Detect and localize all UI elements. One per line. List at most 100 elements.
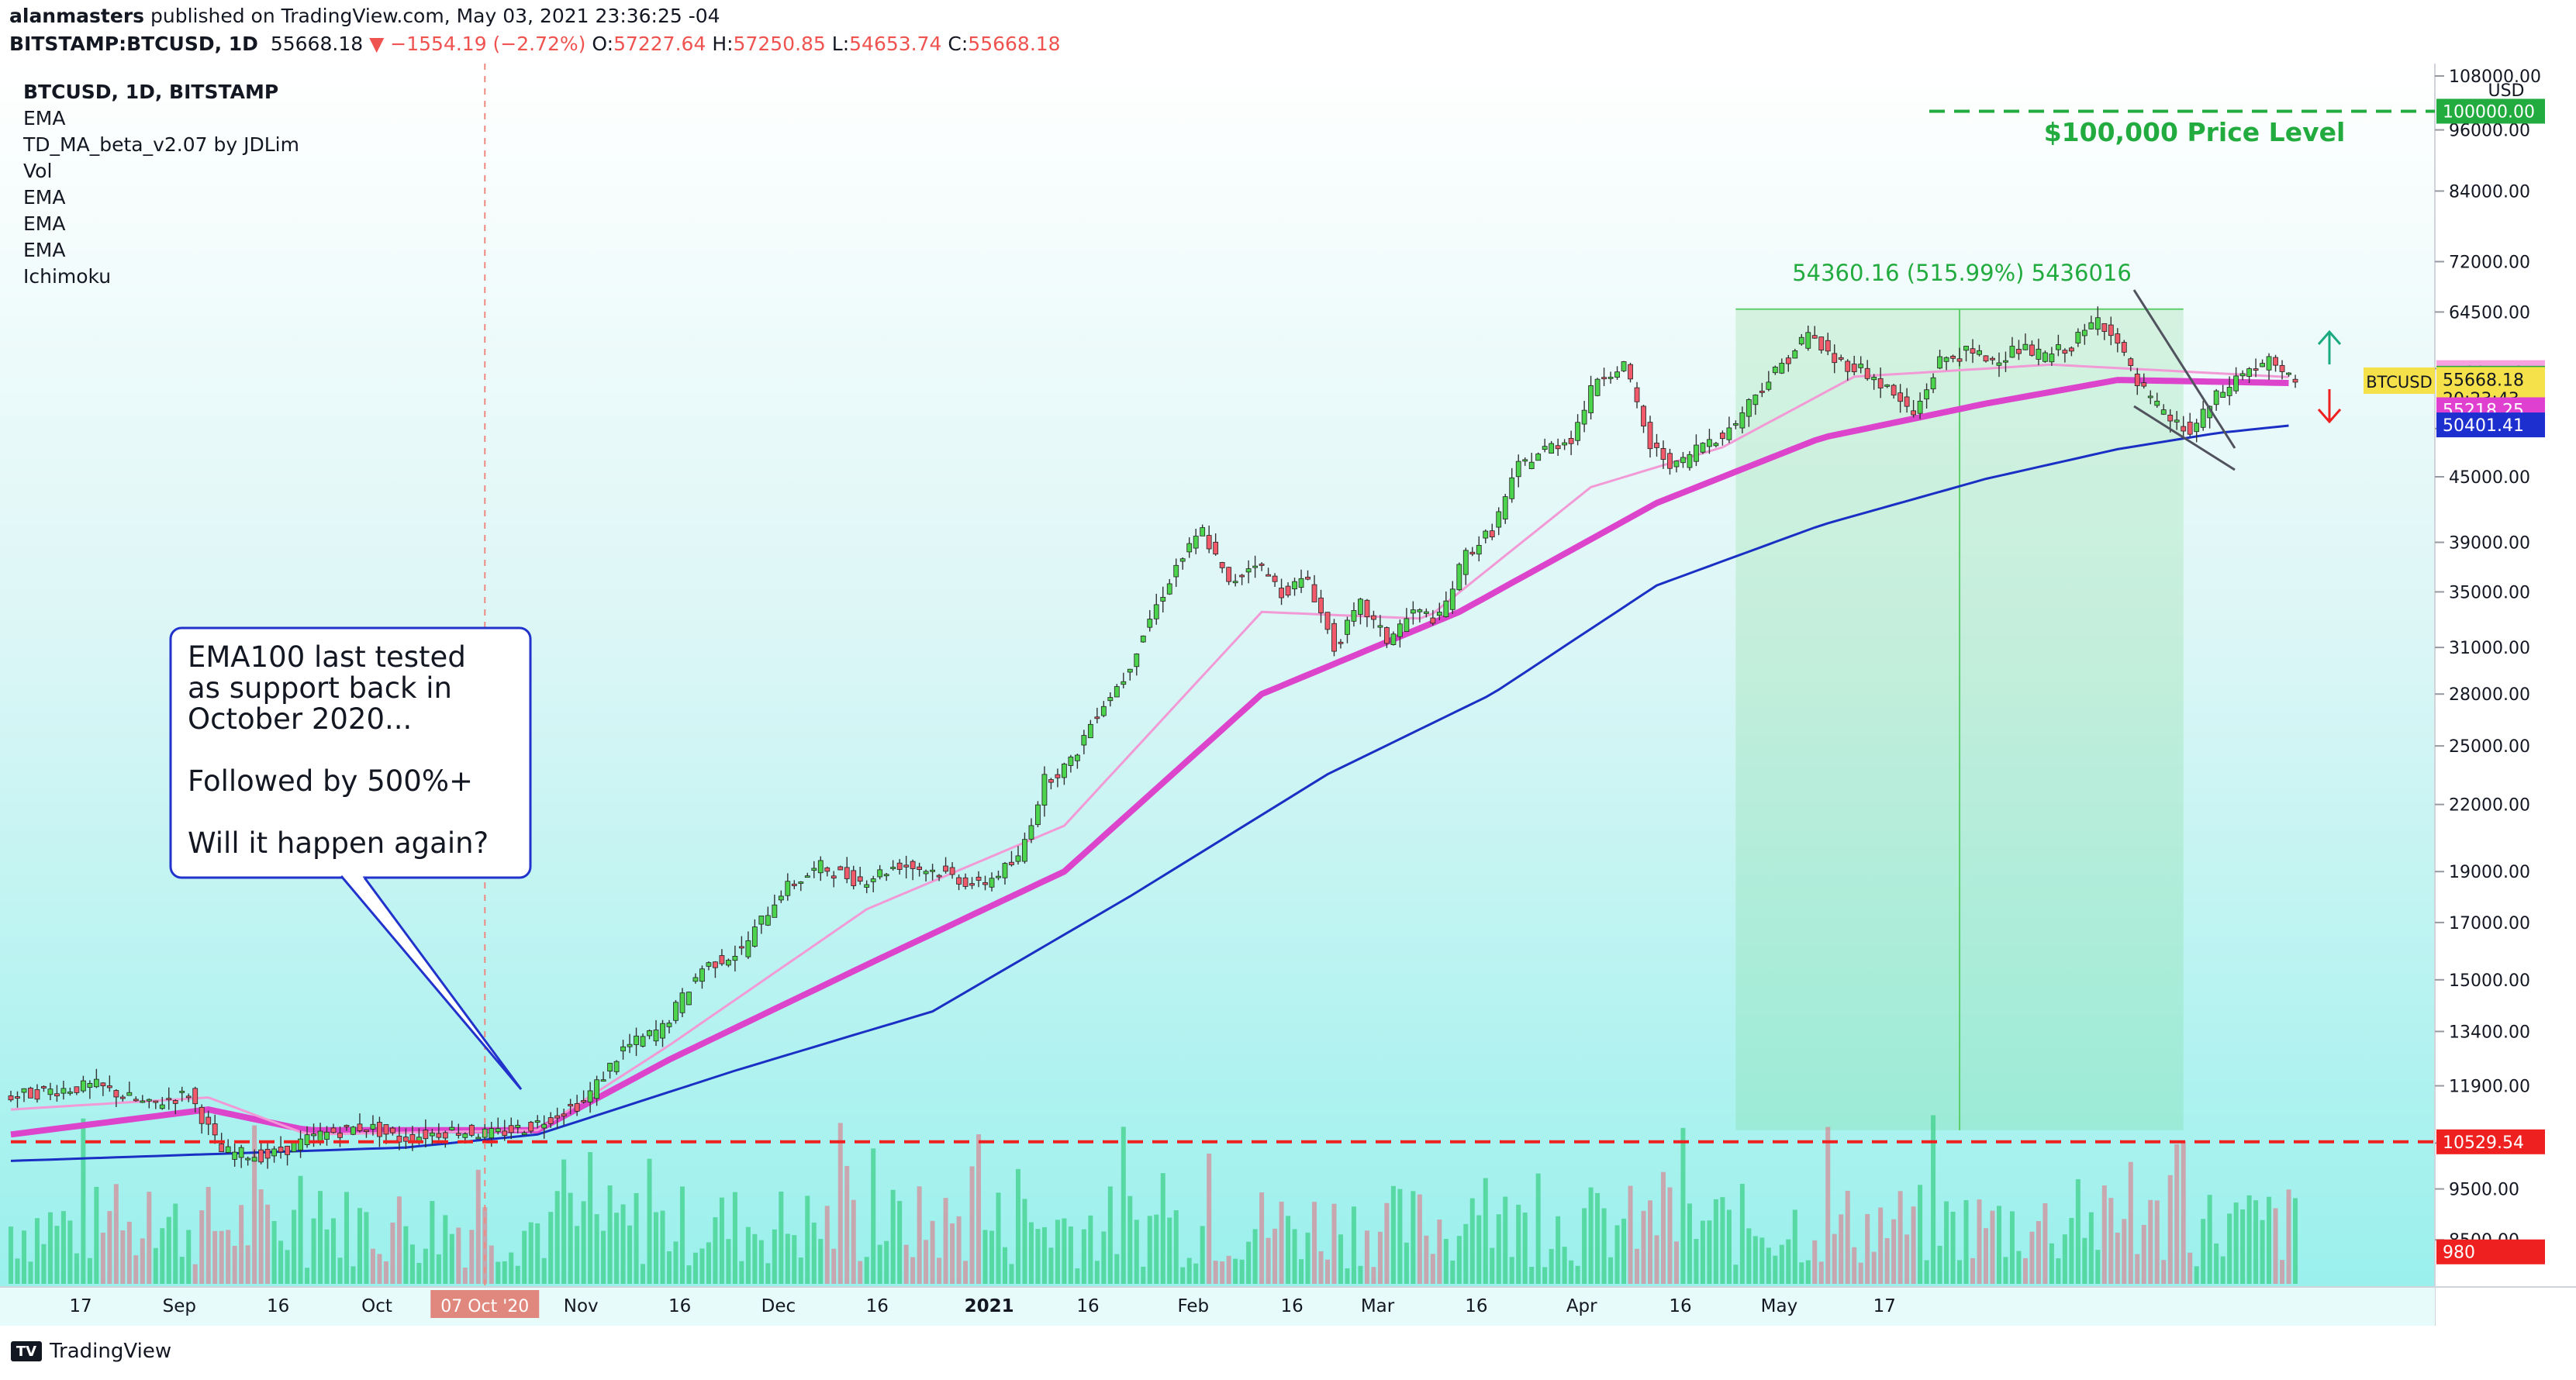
volume-bar <box>1141 1266 1146 1284</box>
volume-bar <box>1193 1263 1199 1284</box>
candle-body <box>2213 390 2219 405</box>
volume-bar <box>601 1230 606 1284</box>
volume-bar <box>278 1240 284 1284</box>
volume-bar <box>41 1244 47 1284</box>
volume-bar <box>1437 1219 1442 1284</box>
volume-bar <box>627 1225 633 1284</box>
candle-body <box>936 875 942 878</box>
x-tick-label: 16 <box>267 1296 289 1316</box>
volume-bar <box>2246 1195 2252 1284</box>
volume-bar <box>1390 1185 1396 1284</box>
volume-bar <box>950 1223 955 1284</box>
volume-bar <box>805 1195 810 1284</box>
volume-bar <box>2003 1257 2008 1284</box>
legend-symbol[interactable]: BTCUSD, 1D, BITSTAMP <box>23 81 279 103</box>
volume-bar <box>1977 1199 1982 1284</box>
volume-bar <box>2260 1220 2265 1284</box>
candle-body <box>119 1096 126 1099</box>
volume-bar <box>1839 1214 1844 1284</box>
volume-bar <box>1535 1173 1541 1284</box>
volume-bar <box>1186 1258 1192 1284</box>
legend-ema-1[interactable]: EMA <box>23 107 66 129</box>
volume-bar <box>1878 1207 1884 1284</box>
volume-bar <box>1279 1202 1284 1284</box>
volume-bar <box>2082 1237 2087 1284</box>
candle-body <box>1173 564 1179 578</box>
legend-vol[interactable]: Vol <box>23 160 53 182</box>
volume-bar <box>1752 1236 1758 1284</box>
candle-body <box>1634 387 1640 402</box>
y-tick-label: 84000.00 <box>2449 182 2530 202</box>
volume-bar <box>1134 1220 1139 1284</box>
candle-body <box>1528 461 1535 469</box>
candle-body <box>2160 409 2167 415</box>
candle-body <box>423 1130 429 1140</box>
time-axis-background <box>0 1287 2435 1326</box>
candle-body <box>2200 409 2206 428</box>
volume-bar <box>390 1222 395 1284</box>
publish-header: alanmasters published on TradingView.com… <box>0 0 2576 62</box>
candle-body <box>93 1078 99 1088</box>
legend-ema-3[interactable]: EMA <box>23 212 66 235</box>
legend-ema-2[interactable]: EMA <box>23 186 66 209</box>
candle-body <box>1601 377 1607 380</box>
volume-bar <box>1904 1234 1910 1284</box>
volume-bar <box>1088 1215 1093 1284</box>
candle-body <box>1963 346 1969 351</box>
legend-ichimoku[interactable]: Ichimoku <box>23 265 112 288</box>
price-axis-background <box>2435 64 2576 1326</box>
volume-bar <box>357 1208 362 1284</box>
candle-body <box>1134 654 1140 668</box>
symbol-tag: BTCUSD <box>2364 367 2435 394</box>
volume-bar <box>496 1261 501 1284</box>
candle-body <box>758 916 765 925</box>
volume-bar <box>2148 1199 2153 1284</box>
candle-body <box>640 1036 646 1047</box>
volume-bar <box>423 1248 428 1284</box>
volume-bar <box>9 1226 13 1284</box>
candle-body <box>647 1030 652 1037</box>
volume-bar <box>1272 1228 1278 1284</box>
volume-bar <box>1062 1218 1067 1284</box>
svg-text:BTCUSD: BTCUSD <box>2366 373 2433 392</box>
volume-bar <box>15 1258 20 1284</box>
tradingview-logo[interactable]: TV TradingView <box>11 1340 171 1363</box>
candle-body <box>1469 551 1476 555</box>
candle-body <box>1970 348 1976 354</box>
candle-body <box>166 1098 172 1101</box>
volume-bar <box>364 1212 369 1284</box>
volume-bar <box>311 1218 316 1284</box>
candle-body <box>455 1133 461 1136</box>
candle-body <box>2009 346 2015 358</box>
volume-bar <box>1832 1233 1837 1284</box>
candle-body <box>350 1126 356 1135</box>
candle-body <box>949 867 955 875</box>
candle-body <box>258 1149 264 1163</box>
volume-bar <box>2220 1256 2226 1284</box>
volume-bar <box>1694 1239 1699 1284</box>
candle-body <box>547 1117 554 1124</box>
volume-bar <box>1911 1206 1916 1284</box>
volume-bar <box>1483 1178 1488 1284</box>
candle-body <box>2226 386 2232 396</box>
down-arrow-icon <box>2317 389 2342 424</box>
candle-body <box>686 992 692 1006</box>
volume-bar <box>726 1239 731 1284</box>
price-chart[interactable]: 8500.009500.0010500.0011900.0013400.0015… <box>0 64 2576 1326</box>
y-tick-label: 25000.00 <box>2449 737 2530 757</box>
candle-body <box>587 1090 593 1102</box>
legend-td-ma[interactable]: TD_MA_beta_v2.07 by JDLim <box>23 133 299 156</box>
volume-bar <box>1516 1204 1521 1284</box>
candle-body <box>291 1141 297 1152</box>
candle-body <box>830 875 837 879</box>
candle-body <box>468 1124 475 1136</box>
volume-bar <box>1667 1187 1673 1284</box>
volume-bar <box>265 1204 271 1284</box>
candle-body <box>357 1123 363 1131</box>
volume-bar <box>779 1191 784 1284</box>
legend-ema-4[interactable]: EMA <box>23 239 66 261</box>
last-price: 55668.18 <box>270 33 364 55</box>
volume-bar <box>1759 1237 1765 1284</box>
author-name[interactable]: alanmasters <box>9 5 145 27</box>
candle-body <box>1884 385 1891 387</box>
